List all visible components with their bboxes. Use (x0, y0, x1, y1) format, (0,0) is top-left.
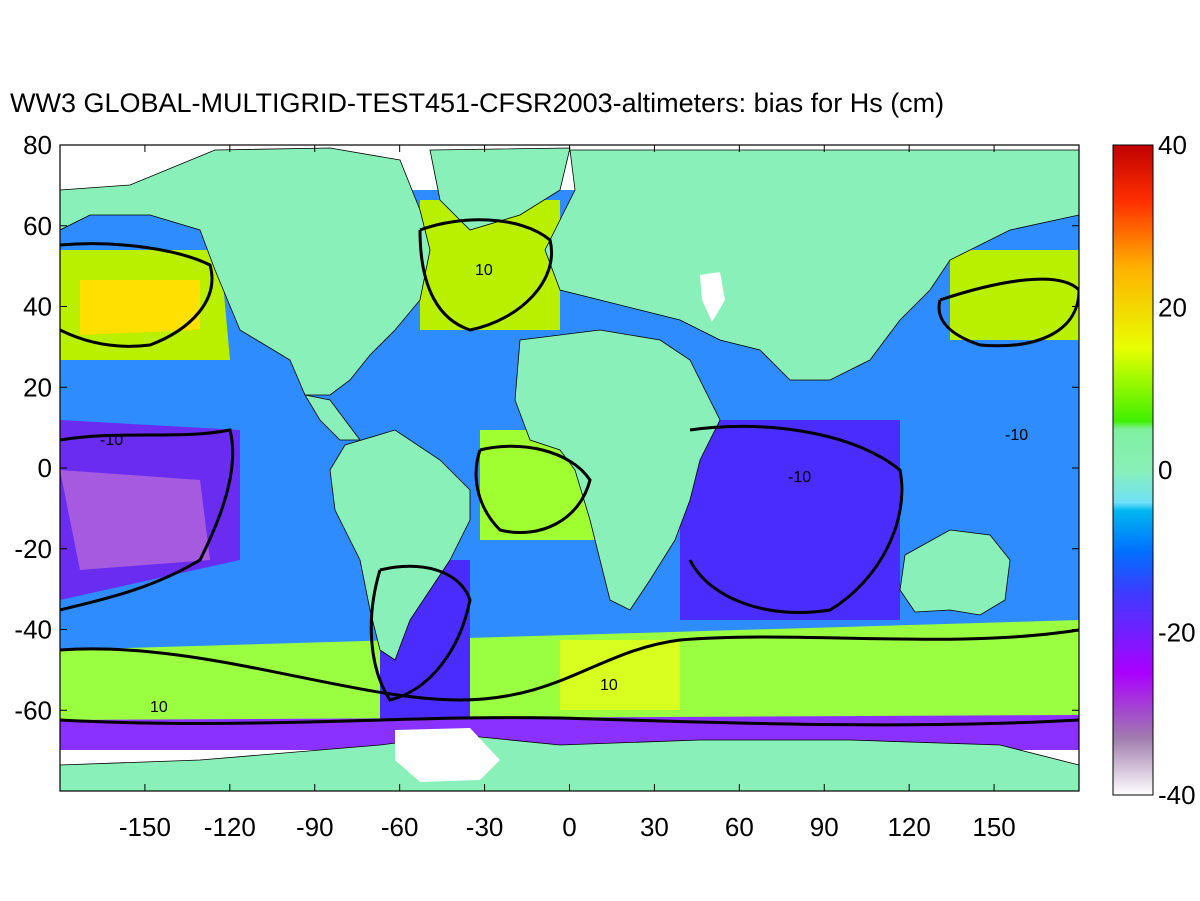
contour-label: 10 (600, 677, 618, 694)
colorbar-tick-label: -40 (1158, 780, 1196, 810)
land-masses (60, 147, 1079, 791)
y-tick-label: 0 (38, 453, 52, 483)
contour-labels: -10 -10 -10 10 10 10 (100, 262, 1028, 716)
contour-line (474, 444, 592, 535)
contour-line (60, 716, 1079, 727)
x-tick-label: 0 (562, 812, 576, 842)
land-north-america (60, 147, 431, 396)
x-tick-label: -30 (466, 812, 504, 842)
contour-label: -10 (1005, 427, 1028, 444)
land-central-america (304, 394, 361, 441)
y-tick-label: 60 (23, 211, 52, 241)
land-australia (899, 529, 1011, 616)
colorbar-tick-label: 0 (1158, 455, 1172, 485)
x-tick-label: -120 (204, 812, 256, 842)
contour-label: -10 (100, 432, 123, 449)
figure-title: WW3 GLOBAL-MULTIGRID-TEST451-CFSR2003-al… (10, 88, 944, 118)
colorbar-tick-label: -20 (1158, 618, 1196, 648)
no-data-areas (395, 272, 725, 782)
contour-line (937, 277, 1079, 348)
contour-label: -10 (788, 469, 811, 486)
x-tick-label: 60 (725, 812, 754, 842)
y-axis-ticks: 80 60 40 20 0 -20 -40 -60 (14, 130, 1079, 725)
ocean-zone-north-atlantic (420, 200, 560, 330)
contour-label: 10 (475, 262, 493, 279)
map-area: -10 -10 -10 10 10 10 (60, 145, 1079, 791)
x-tick-label: 120 (887, 812, 930, 842)
no-data-weddell (395, 728, 500, 782)
x-axis-ticks: -150 -120 -90 -60 -30 0 30 60 90 120 150 (119, 145, 1016, 842)
land-europe-asia (544, 149, 1079, 381)
land-south-america (329, 429, 471, 661)
land-africa (514, 329, 721, 611)
y-tick-label: 20 (23, 372, 52, 402)
colorbar-ticks: 40 20 0 -20 -40 (1158, 130, 1196, 810)
contour-line (60, 242, 214, 348)
contour-line (688, 424, 904, 615)
x-tick-label: -60 (381, 812, 419, 842)
ocean-zone-southern-core (560, 640, 680, 710)
y-tick-label: -40 (14, 615, 52, 645)
y-tick-label: -60 (14, 695, 52, 725)
x-tick-label: 30 (640, 812, 669, 842)
y-tick-label: -20 (14, 534, 52, 564)
land-antarctica (60, 734, 1079, 791)
x-tick-label: -90 (296, 812, 334, 842)
ocean-zone-north-pacific-core (80, 280, 200, 335)
ocean-zone-nw-pacific (950, 250, 1079, 340)
bias-contours (60, 218, 1079, 727)
y-tick-label: 40 (23, 292, 52, 322)
y-tick-label: 80 (23, 130, 52, 160)
x-tick-label: 150 (972, 812, 1015, 842)
x-tick-label: -150 (119, 812, 171, 842)
x-tick-label: 90 (810, 812, 839, 842)
contour-line (60, 628, 1079, 702)
colorbar-tick-label: 20 (1158, 293, 1187, 323)
ocean-zone-indian (680, 420, 900, 620)
no-data-caspian (700, 272, 725, 322)
colorbar (1112, 144, 1154, 796)
contour-line (418, 218, 553, 332)
colorbar-tick-label: 40 (1158, 130, 1187, 160)
contour-label: 10 (150, 699, 168, 716)
contour-line (369, 564, 472, 702)
ocean-zone-south-pacific-core (60, 470, 210, 570)
contour-line (60, 428, 235, 612)
